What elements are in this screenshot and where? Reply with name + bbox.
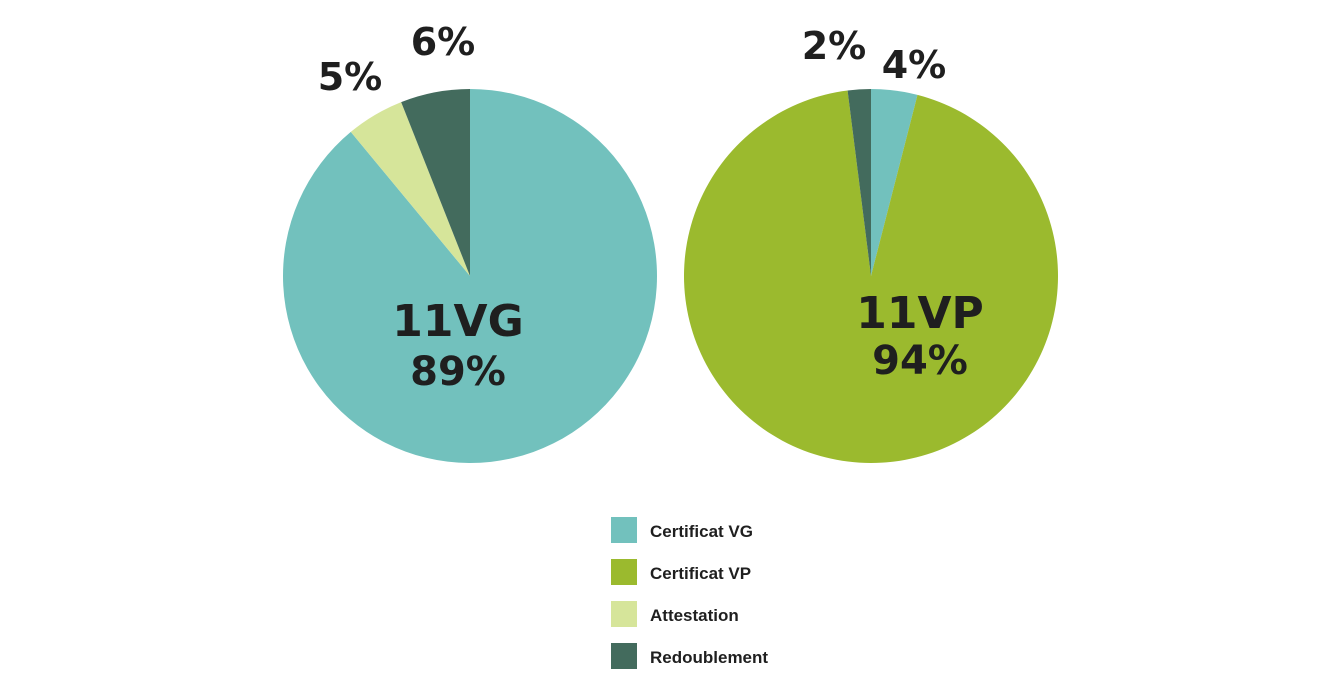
legend-label-attestation: Attestation bbox=[650, 606, 739, 625]
pie-11vg-center-value: 89% bbox=[410, 349, 506, 395]
legend-swatch-attestation bbox=[611, 601, 637, 627]
pie-11vp-redoublement-label: 2% bbox=[802, 24, 867, 68]
legend-swatch-certificat-vp bbox=[611, 559, 637, 585]
legend-swatch-redoublement bbox=[611, 643, 637, 669]
pie-11vp-center-labels: 11VP 94% bbox=[856, 288, 984, 384]
legend-label-certificat-vp: Certificat VP bbox=[650, 564, 751, 583]
legend-label-certificat-vg: Certificat VG bbox=[650, 522, 753, 541]
pie-11vg-redoublement-label: 6% bbox=[411, 20, 476, 64]
pie-chart-11vg bbox=[283, 89, 657, 464]
pie-11vg-center-labels: 11VG 89% bbox=[392, 296, 523, 395]
pie-11vg-slice-redoublement bbox=[401, 89, 470, 276]
pie-11vg-attestation-label: 5% bbox=[318, 55, 383, 99]
legend-swatch-certificat-vg bbox=[611, 517, 637, 543]
legend: Certificat VG Certificat VP Attestation … bbox=[611, 517, 768, 669]
pie-chart-11vp bbox=[684, 89, 1058, 463]
pie-11vg-slice-certificat-vg bbox=[283, 89, 657, 464]
pie-11vp-slice-labels: 2% 4% bbox=[802, 24, 947, 87]
pie-11vp-certificat-vg-label: 4% bbox=[882, 43, 947, 87]
pie-11vg-center-name: 11VG bbox=[392, 296, 523, 347]
pie-11vg-slice-attestation bbox=[350, 102, 470, 276]
pie-11vp-center-value: 94% bbox=[872, 338, 968, 384]
pie-11vp-slice-redoublement bbox=[847, 89, 871, 276]
pie-11vp-center-name: 11VP bbox=[856, 288, 984, 339]
pie-11vg-slice-labels: 5% 6% bbox=[318, 20, 476, 99]
pie-11vp-slice-certificat-vp bbox=[684, 90, 1058, 463]
pie-11vp-slice-certificat-vg bbox=[871, 89, 918, 276]
legend-label-redoublement: Redoublement bbox=[650, 648, 768, 667]
